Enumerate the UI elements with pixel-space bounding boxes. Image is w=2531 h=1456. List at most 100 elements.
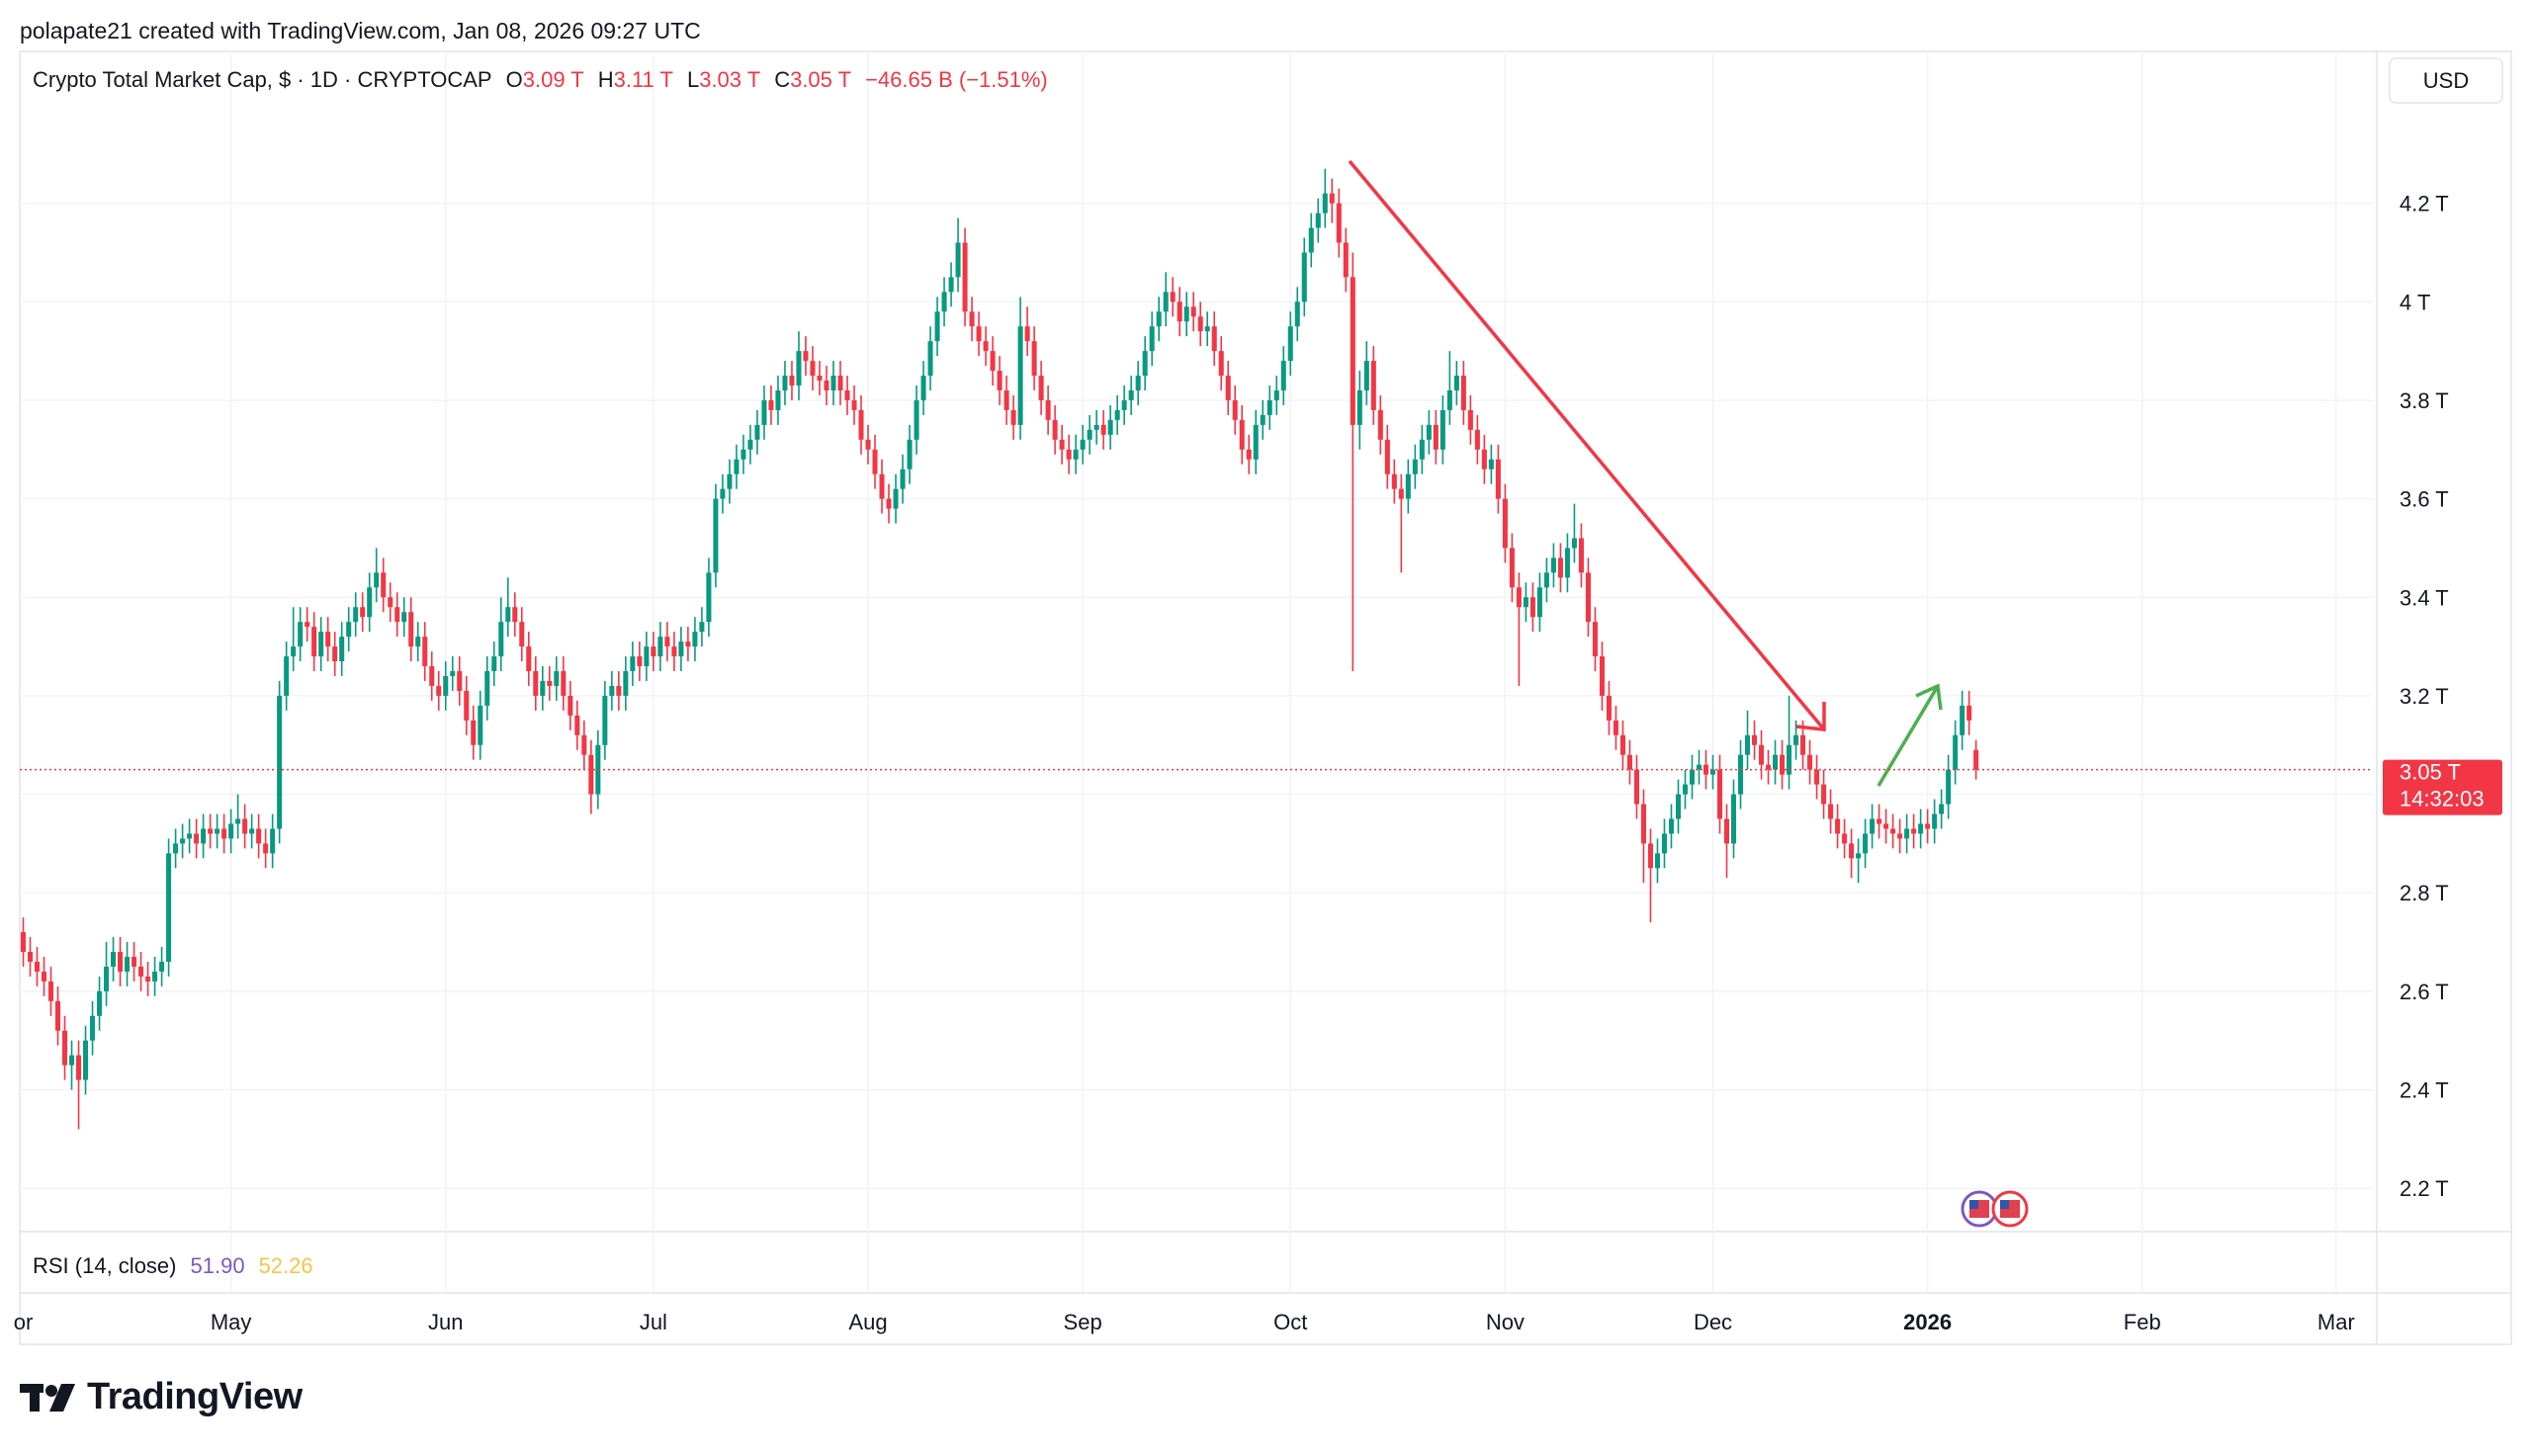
y-tick-label: 2.8 T	[2400, 881, 2449, 905]
candle-body	[41, 971, 47, 982]
candle-body	[263, 843, 269, 854]
rsi-legend: RSI (14, close) 51.90 52.26	[33, 1253, 327, 1279]
candle-body	[249, 828, 255, 834]
candle-body	[1384, 439, 1390, 474]
candle-body	[1571, 538, 1577, 549]
x-tick-label: Oct	[1273, 1310, 1307, 1334]
candle-body	[305, 622, 310, 628]
candle-body	[1135, 376, 1141, 390]
candle-body	[1308, 227, 1314, 253]
candle-body	[533, 670, 539, 696]
logo-text: TradingView	[87, 1376, 303, 1417]
candle-body	[1787, 744, 1792, 775]
candle-body	[505, 607, 511, 623]
candle-body	[1177, 301, 1182, 322]
candle-body	[1599, 656, 1605, 696]
candle-body	[284, 656, 290, 696]
candle-body	[1246, 449, 1252, 460]
flag-canton	[1969, 1200, 1978, 1209]
x-tick-label: Feb	[2124, 1310, 2161, 1334]
candle-body	[962, 242, 968, 312]
candle-body	[277, 695, 283, 829]
candle-body	[1170, 292, 1176, 302]
rsi-value: 52.26	[258, 1253, 313, 1278]
currency[interactable]: USD	[2423, 68, 2469, 93]
candle-body	[851, 399, 857, 410]
candle-body	[1633, 769, 1639, 805]
candle-body	[1828, 804, 1834, 819]
candle-body	[1301, 252, 1307, 302]
candle-body	[1613, 720, 1618, 735]
candle-body	[1294, 301, 1300, 327]
candle-body	[574, 715, 580, 735]
candle-body	[478, 705, 483, 745]
candle-body	[1260, 414, 1266, 425]
candle-body	[1709, 769, 1716, 775]
candle-body	[20, 932, 27, 952]
candle-body	[761, 399, 767, 425]
arrow-head	[1795, 702, 1826, 731]
candle-body	[1004, 389, 1009, 410]
candle-body	[166, 853, 172, 962]
x-tick-label: Sep	[1064, 1310, 1102, 1334]
candle-body	[491, 656, 497, 671]
candle-body	[830, 376, 836, 390]
candle-body	[644, 646, 650, 667]
candle-body	[1163, 292, 1169, 312]
x-tick-label: Nov	[1486, 1310, 1525, 1334]
candle-body	[1654, 853, 1660, 869]
candle-body	[235, 818, 241, 824]
candle-body	[138, 966, 144, 977]
candle-body	[1814, 769, 1820, 785]
candle-body	[754, 424, 760, 440]
candle-body	[1842, 833, 1848, 844]
candle-body	[1183, 306, 1189, 322]
candle-body	[512, 607, 518, 623]
candle-body	[318, 632, 324, 657]
x-tick-label: Mar	[2317, 1310, 2355, 1334]
candle-body	[941, 292, 947, 312]
candle-body	[1377, 409, 1383, 440]
candle-body	[1606, 695, 1612, 721]
ohlc-key: O	[505, 67, 523, 92]
candle-body	[401, 612, 407, 623]
candle-body	[187, 833, 193, 839]
candle-body	[623, 670, 629, 696]
last-price-label: 3.05 T	[2400, 760, 2461, 785]
candle-body	[291, 646, 297, 657]
candle-body	[1273, 389, 1279, 400]
candle-body	[311, 627, 317, 657]
candle-body	[1897, 833, 1903, 839]
candle-body	[443, 675, 449, 696]
candle-body	[1266, 399, 1272, 415]
candle-body	[768, 399, 774, 410]
candles	[20, 168, 1979, 1130]
candle-body	[367, 587, 373, 618]
candle-body	[837, 376, 843, 390]
candle-body	[1059, 439, 1065, 450]
candle-body	[1578, 538, 1584, 573]
candle-body	[1350, 277, 1355, 425]
candle-body	[955, 242, 961, 278]
candle-body	[824, 381, 829, 390]
candle-body	[1780, 754, 1786, 775]
candle-body	[664, 637, 670, 647]
x-tick-label: Dec	[1694, 1310, 1732, 1334]
candle-body	[969, 311, 975, 327]
candle-body	[734, 459, 740, 474]
candle-body	[1045, 399, 1051, 420]
candle-body	[394, 607, 400, 623]
candle-body	[1225, 376, 1231, 400]
candle-body	[1370, 361, 1376, 410]
candle-body	[1197, 316, 1203, 332]
candle-body	[1752, 734, 1758, 745]
candle-body	[692, 632, 698, 647]
candle-body	[997, 371, 1003, 390]
candle-body	[1356, 389, 1362, 425]
currency-box[interactable]	[2389, 57, 2503, 104]
legend: Crypto Total Market Cap, $ · 1D · CRYPTO…	[33, 67, 1048, 93]
candle-body	[858, 409, 864, 440]
y-tick-label: 2.6 T	[2400, 980, 2449, 1004]
candle-body	[1087, 429, 1092, 440]
candle-body	[1495, 459, 1501, 499]
